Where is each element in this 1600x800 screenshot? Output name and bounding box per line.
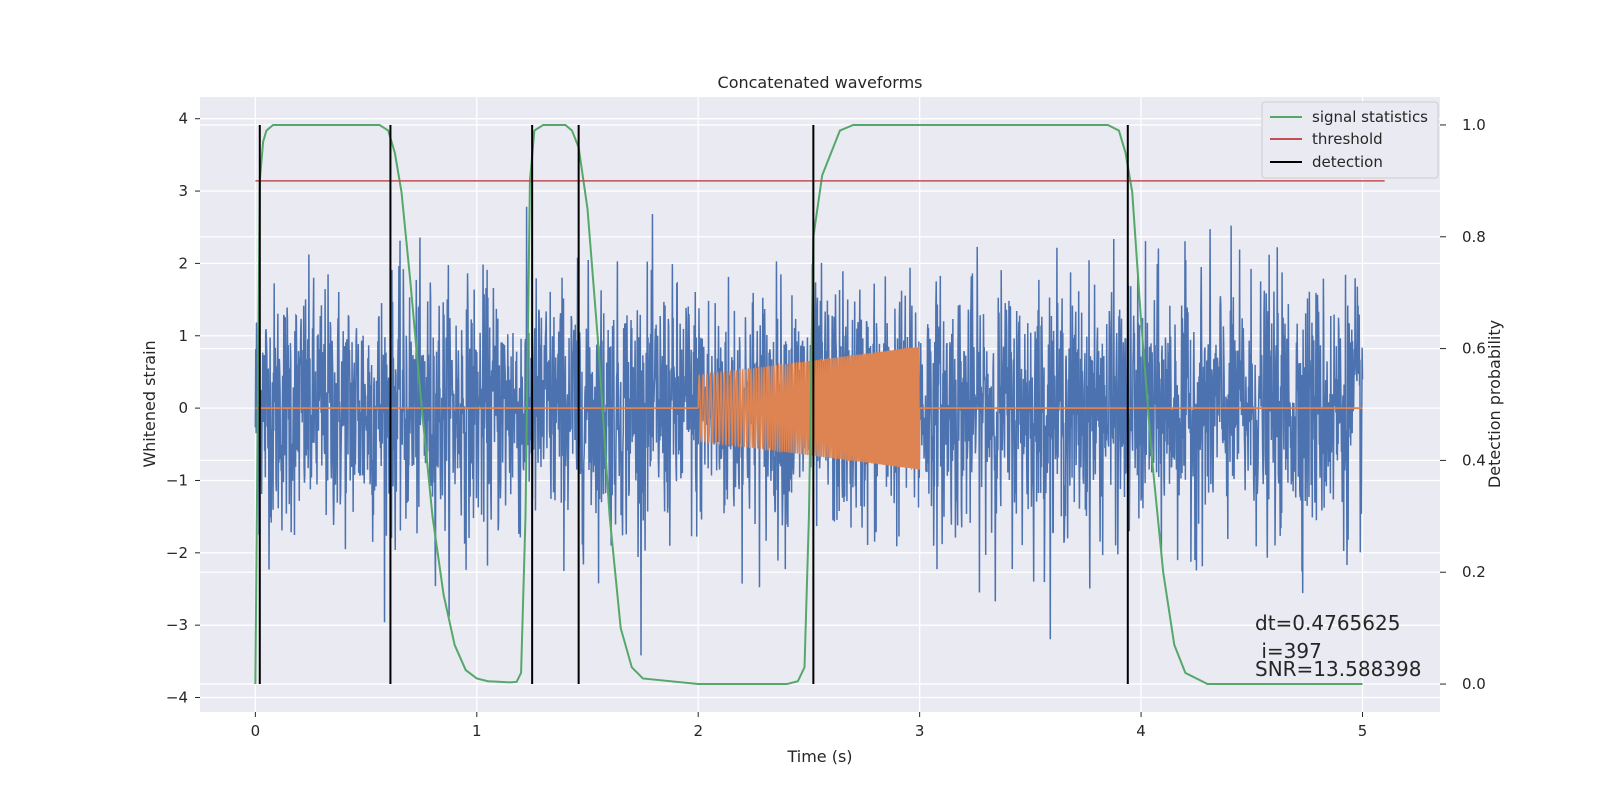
y2-tick-label: 0.2 — [1462, 563, 1486, 581]
y2-tick-label: 0.0 — [1462, 675, 1486, 693]
legend-label-detection: detection — [1312, 153, 1383, 171]
y-tick-label: 2 — [178, 254, 188, 272]
x-tick-label: 3 — [915, 722, 925, 740]
y-tick-label: 3 — [178, 182, 188, 200]
legend-box — [1261, 101, 1439, 179]
y-tick-label: 4 — [178, 110, 188, 128]
y-tick-label: 1 — [178, 327, 188, 345]
chart-title: Concatenated waveforms — [718, 73, 923, 92]
legend: signal statistics threshold detection — [1261, 101, 1439, 179]
x-ticks: 0 1 2 3 4 5 — [251, 712, 1368, 740]
y2-tick-label: 0.8 — [1462, 228, 1486, 246]
legend-label-threshold: threshold — [1312, 130, 1383, 148]
x-tick-label: 5 — [1358, 722, 1368, 740]
x-tick-label: 0 — [251, 722, 261, 740]
x-tick-label: 4 — [1136, 722, 1146, 740]
y-tick-label: −2 — [166, 544, 188, 562]
y2-ticks: 0.0 0.2 0.4 0.6 0.8 1.0 — [1440, 116, 1486, 693]
y2-axis-label: Detection probability — [1485, 320, 1504, 488]
legend-label-signal: signal statistics — [1312, 108, 1428, 126]
probability-series — [254, 123, 1385, 686]
y-tick-label: −4 — [166, 689, 188, 707]
x-tick-label: 1 — [472, 722, 482, 740]
annotation-index: i=397 — [1255, 639, 1322, 663]
y2-tick-label: 1.0 — [1462, 116, 1486, 134]
y-ticks: −4 −3 −2 −1 0 1 2 3 4 — [166, 110, 200, 707]
y-tick-label: −1 — [166, 471, 188, 489]
signal-statistics-line — [254, 123, 1363, 686]
annotation-dt: dt=0.4765625 — [1255, 611, 1400, 635]
chirp-series — [255, 346, 1363, 471]
y-tick-label: 0 — [178, 399, 188, 417]
x-axis-label: Time (s) — [786, 747, 852, 766]
annotation-snr: SNR=13.588398 — [1255, 657, 1421, 681]
y-tick-label: −3 — [166, 616, 188, 634]
y2-tick-label: 0.4 — [1462, 451, 1486, 469]
y2-tick-label: 0.6 — [1462, 340, 1486, 358]
x-tick-label: 2 — [693, 722, 703, 740]
y-axis-label: Whitened strain — [140, 340, 159, 467]
chirp-line — [697, 346, 921, 471]
